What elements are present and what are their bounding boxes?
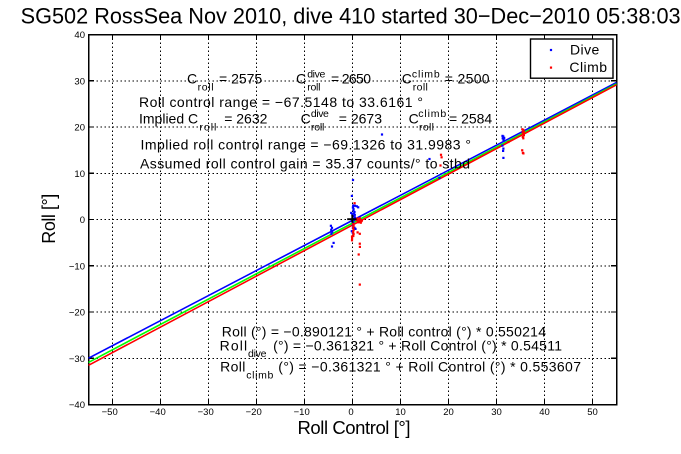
svg-text:−20: −20 [246, 407, 262, 418]
svg-text:climb: climb [412, 68, 440, 80]
svg-text:−40: −40 [150, 407, 166, 418]
svg-text:Dive: Dive [570, 42, 600, 58]
svg-text:Climb: Climb [569, 59, 607, 75]
svg-text:= 2500: = 2500 [445, 71, 490, 87]
svg-text:−50: −50 [102, 407, 118, 418]
svg-text:−30: −30 [198, 407, 214, 418]
svg-text:(°) = −0.361321 ° + Roll Contr: (°) = −0.361321 ° + Roll Control (°) * 0… [273, 337, 562, 353]
svg-text:roll: roll [307, 82, 320, 94]
svg-text:SG502 RossSea Nov 2010, dive 4: SG502 RossSea Nov 2010, dive 410 started… [21, 4, 681, 29]
svg-text:−40: −40 [69, 400, 85, 411]
svg-text:30: 30 [74, 76, 85, 87]
svg-text:Roll control range = −67.5148: Roll control range = −67.5148 to 33.6161… [139, 94, 423, 110]
svg-text:Roll Control [°]: Roll Control [°] [298, 417, 411, 438]
svg-text:50: 50 [587, 407, 598, 418]
svg-text:= 2673: = 2673 [339, 111, 382, 127]
svg-text:10: 10 [395, 407, 406, 418]
svg-text:−20: −20 [69, 308, 85, 319]
svg-text:= 2575: = 2575 [219, 71, 262, 87]
svg-text:Roll: Roll [220, 337, 248, 353]
svg-text:0: 0 [80, 215, 85, 226]
svg-text:= 2650: = 2650 [331, 71, 371, 87]
svg-text:dive: dive [307, 68, 325, 80]
svg-text:Roll: Roll [220, 359, 245, 375]
svg-text:roll: roll [419, 121, 434, 133]
svg-text:(°) = −0.361321 ° + Roll Contr: (°) = −0.361321 ° + Roll Control (°) * 0… [278, 359, 581, 375]
svg-text:C: C [402, 71, 412, 87]
svg-text:= 2584: = 2584 [449, 111, 492, 127]
svg-text:40: 40 [539, 407, 550, 418]
svg-text:roll: roll [413, 82, 428, 94]
svg-text:C: C [296, 71, 306, 87]
svg-text:C: C [409, 111, 419, 127]
svg-text:40: 40 [74, 30, 85, 41]
svg-text:climb: climb [246, 369, 273, 381]
svg-text:−10: −10 [69, 261, 85, 272]
svg-text:dive: dive [311, 108, 329, 120]
svg-text:20: 20 [443, 407, 454, 418]
svg-text:Implied roll control range = −: Implied roll control range = −69.1326 to… [141, 137, 472, 153]
svg-text:10: 10 [74, 169, 85, 180]
svg-text:= 2632: = 2632 [224, 111, 267, 127]
svg-text:Assumed roll control gain = 35: Assumed roll control gain = 35.37 counts… [140, 156, 470, 172]
svg-text:roll: roll [199, 121, 216, 133]
svg-text:Implied C: Implied C [139, 111, 198, 127]
svg-text:Roll (°) = −0.890121 ° + Roll: Roll (°) = −0.890121 ° + Roll control (°… [222, 324, 547, 340]
svg-text:C: C [187, 71, 197, 87]
svg-text:−10: −10 [294, 407, 310, 418]
svg-text:30: 30 [491, 407, 502, 418]
svg-text:roll: roll [311, 121, 325, 133]
svg-text:dive: dive [248, 348, 267, 360]
svg-text:roll: roll [198, 82, 214, 94]
svg-text:climb: climb [418, 108, 446, 120]
svg-text:C: C [301, 111, 311, 127]
svg-text:−30: −30 [69, 354, 85, 365]
svg-text:0: 0 [348, 407, 353, 418]
svg-text:Roll [°]: Roll [°] [39, 194, 59, 244]
svg-text:20: 20 [74, 123, 85, 134]
